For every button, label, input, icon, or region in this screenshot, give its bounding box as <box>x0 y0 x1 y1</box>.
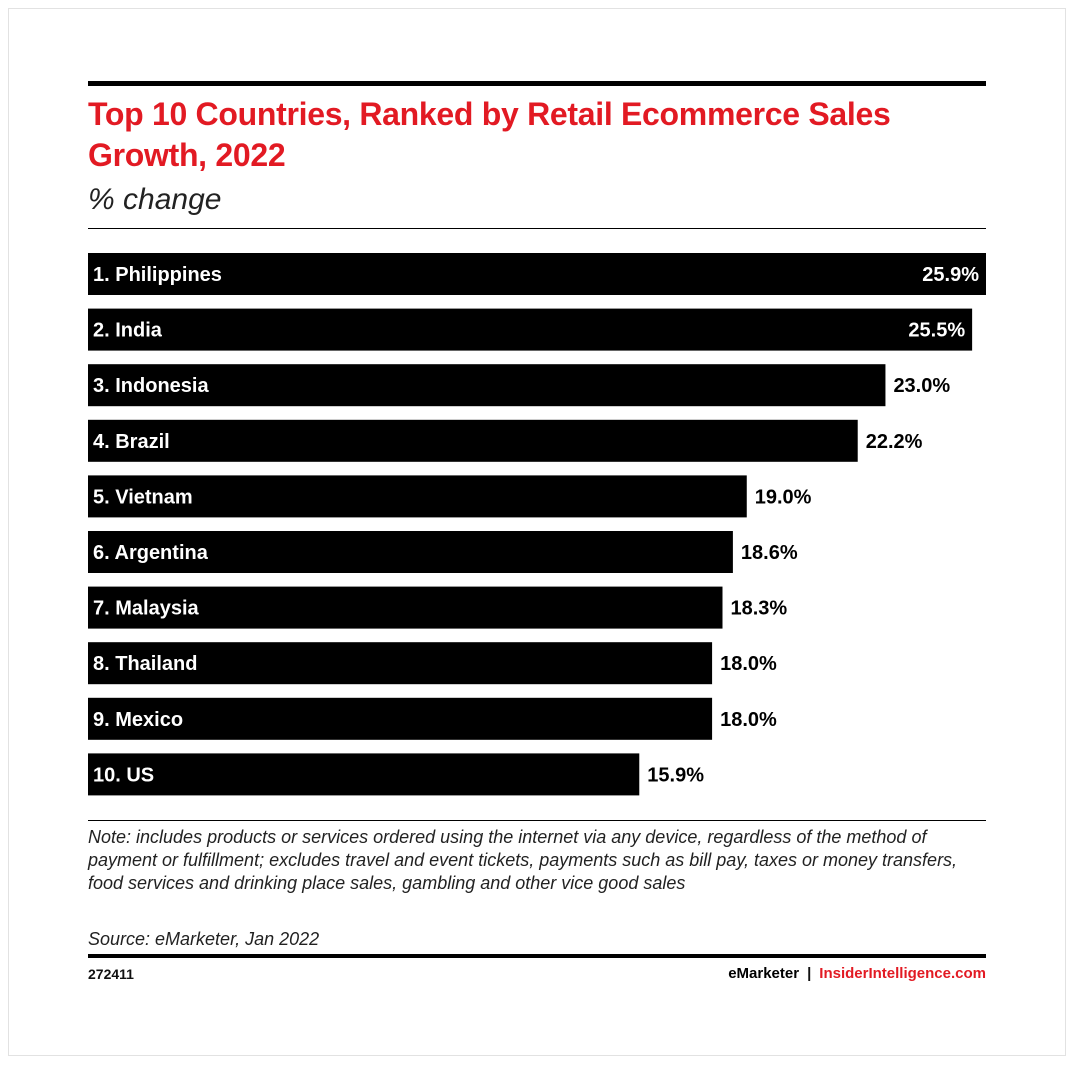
top-rule <box>88 81 986 86</box>
note-rule <box>88 820 986 821</box>
chart-subtitle: % change <box>88 183 222 216</box>
brand-credit: eMarketer | InsiderIntelligence.com <box>728 965 986 982</box>
subtitle-rule <box>88 228 986 229</box>
brand-separator: | <box>807 965 812 982</box>
chart-note: Note: includes products or services orde… <box>88 827 958 893</box>
brand-insider-link[interactable]: InsiderIntelligence.com <box>819 965 986 982</box>
bottom-rule <box>88 954 986 958</box>
brand-emarketer: eMarketer <box>728 965 800 982</box>
chart-frame <box>8 8 1066 1056</box>
chart-id: 272411 <box>88 966 134 982</box>
chart-source: Source: eMarketer, Jan 2022 <box>88 929 320 949</box>
chart-title: Top 10 Countries, Ranked by Retail Ecomm… <box>88 96 891 173</box>
